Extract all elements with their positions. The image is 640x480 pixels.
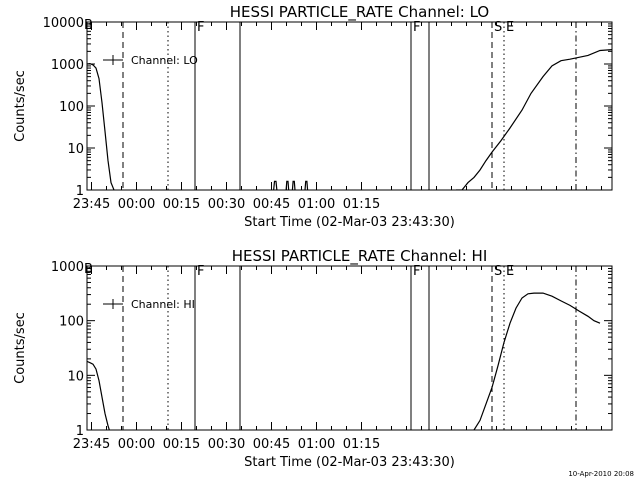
x-tick-label: 00:00 bbox=[118, 197, 155, 212]
x-tick-label: 01:00 bbox=[298, 437, 335, 452]
x-tick-label: 01:15 bbox=[343, 437, 380, 452]
x-tick-label: 00:15 bbox=[163, 197, 200, 212]
x-tick-label: 23:45 bbox=[73, 197, 110, 212]
corner-label: B bbox=[84, 18, 93, 33]
legend-label: Channel: HI bbox=[131, 298, 195, 311]
x-axis-label: Start Time (02-Mar-03 23:43:30) bbox=[244, 215, 455, 230]
plot-frame bbox=[86, 21, 613, 191]
y-tick-label: 1 bbox=[76, 424, 84, 439]
marker-label: F bbox=[197, 264, 204, 279]
y-axis-label: Counts/sec bbox=[13, 312, 28, 384]
x-tick-label: 00:15 bbox=[163, 437, 200, 452]
chart-title: HESSI PARTICLE_RATE Channel: HI bbox=[232, 247, 488, 266]
x-tick-label: 00:45 bbox=[253, 197, 290, 212]
x-tick-label: 01:00 bbox=[298, 197, 335, 212]
y-tick-label: 1 bbox=[76, 184, 84, 199]
y-tick-label: 1000 bbox=[51, 260, 84, 275]
series-group bbox=[87, 48, 612, 190]
y-axis-label: Counts/sec bbox=[13, 70, 28, 142]
x-tick-label: 00:30 bbox=[208, 437, 245, 452]
marker-label: S bbox=[494, 20, 502, 35]
chart-panel-hi: HESSI PARTICLE_RATE Channel: HI Start Tim… bbox=[13, 247, 613, 470]
date-stamp: 10-Apr-2010 20:08 bbox=[568, 470, 634, 478]
marker-label: F bbox=[413, 264, 420, 279]
series-line bbox=[87, 360, 110, 430]
y-tick-label: 10000 bbox=[43, 16, 84, 31]
chart-panel-lo: HESSI PARTICLE_RATE Channel: LO Start Tim… bbox=[13, 3, 613, 230]
series-line bbox=[285, 180, 290, 190]
x-tick-label: 00:30 bbox=[208, 197, 245, 212]
marker-label: F bbox=[197, 20, 204, 35]
marker-label: F bbox=[413, 20, 420, 35]
series-line bbox=[304, 180, 309, 190]
x-axis-label: Start Time (02-Mar-03 23:43:30) bbox=[244, 455, 455, 470]
series-line bbox=[473, 292, 601, 430]
marker-label: E bbox=[506, 264, 514, 279]
x-tick-label: 00:45 bbox=[253, 437, 290, 452]
y-tick-label: 100 bbox=[59, 315, 84, 330]
y-tick-label: 10 bbox=[67, 369, 84, 384]
x-tick-label: 23:45 bbox=[73, 437, 110, 452]
series-line bbox=[273, 180, 278, 190]
y-tick-label: 1000 bbox=[51, 58, 84, 73]
chart-title: HESSI PARTICLE_RATE Channel: LO bbox=[230, 3, 489, 22]
series-line bbox=[456, 48, 612, 190]
marker-label: E bbox=[506, 20, 514, 35]
series-line bbox=[87, 62, 115, 190]
y-tick-label: 10 bbox=[67, 142, 84, 157]
marker-label: S bbox=[494, 264, 502, 279]
x-tick-label: 00:00 bbox=[118, 437, 155, 452]
x-tick-label: 01:15 bbox=[343, 197, 380, 212]
series-group bbox=[87, 292, 601, 430]
plot-frame bbox=[86, 265, 613, 431]
corner-label: B bbox=[84, 262, 93, 277]
legend-label: Channel: LO bbox=[131, 54, 198, 67]
y-tick-label: 100 bbox=[59, 100, 84, 115]
series-line bbox=[291, 180, 296, 190]
